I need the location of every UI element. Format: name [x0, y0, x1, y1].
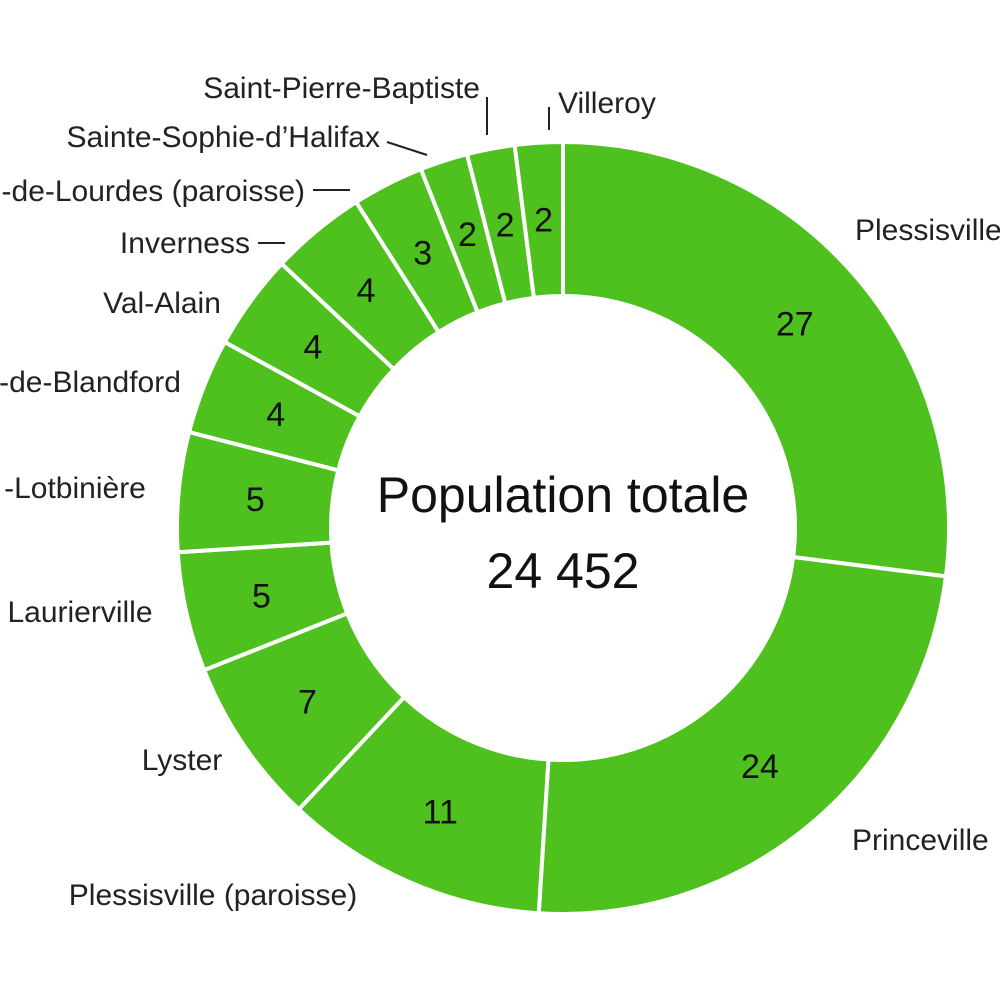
slice-category-label-4: Laurierville	[7, 596, 152, 629]
slice-category-label-3: Lyster	[142, 744, 223, 777]
slice-value-label-6: 4	[266, 396, 285, 434]
slice-category-label-12: Villeroy	[558, 87, 656, 120]
slice-category-label-8: Inverness	[120, 227, 250, 260]
slice-value-label-10: 2	[458, 216, 477, 254]
slice-0	[561, 139, 951, 579]
category-labels-layer: Plessisville Princeville Plessisville (par…	[0, 72, 1000, 912]
leader-line-10	[386, 141, 428, 156]
slice-value-label-1: 24	[741, 748, 779, 786]
slice-value-label-11: 2	[496, 206, 515, 244]
slice-category-label-5: -Lotbinière	[4, 472, 146, 505]
slice-category-label-10: Sainte-Sophie-d’Halifax	[66, 121, 380, 154]
slice-value-label-3: 7	[298, 684, 317, 722]
center-value: 24 452	[487, 543, 640, 599]
center-title: Population totale	[377, 467, 750, 523]
slice-1	[536, 554, 949, 916]
slice-value-label-2: 11	[423, 794, 458, 832]
slice-value-label-8: 4	[357, 272, 376, 310]
slice-category-label-2: Plessisville (paroisse)	[69, 879, 357, 912]
slice-category-label-6: -de-Blandford	[0, 366, 181, 399]
slice-value-label-4: 5	[252, 577, 271, 615]
slice-12	[512, 139, 565, 301]
slice-value-label-5: 5	[246, 481, 265, 519]
slice-category-label-1: Princeville	[852, 824, 989, 857]
slices-layer	[175, 139, 951, 916]
slice-value-label-12: 2	[534, 202, 553, 240]
slice-value-label-0: 27	[776, 306, 814, 344]
slice-value-label-9: 3	[413, 235, 432, 273]
slice-category-label-0: Plessisville	[855, 214, 1000, 247]
slice-category-label-11: Saint-Pierre-Baptiste	[203, 72, 480, 105]
slice-category-label-7: Val-Alain	[103, 287, 221, 320]
slice-category-label-9: -de-Lourdes (paroisse)	[2, 175, 305, 208]
slice-value-label-7: 4	[304, 328, 323, 366]
